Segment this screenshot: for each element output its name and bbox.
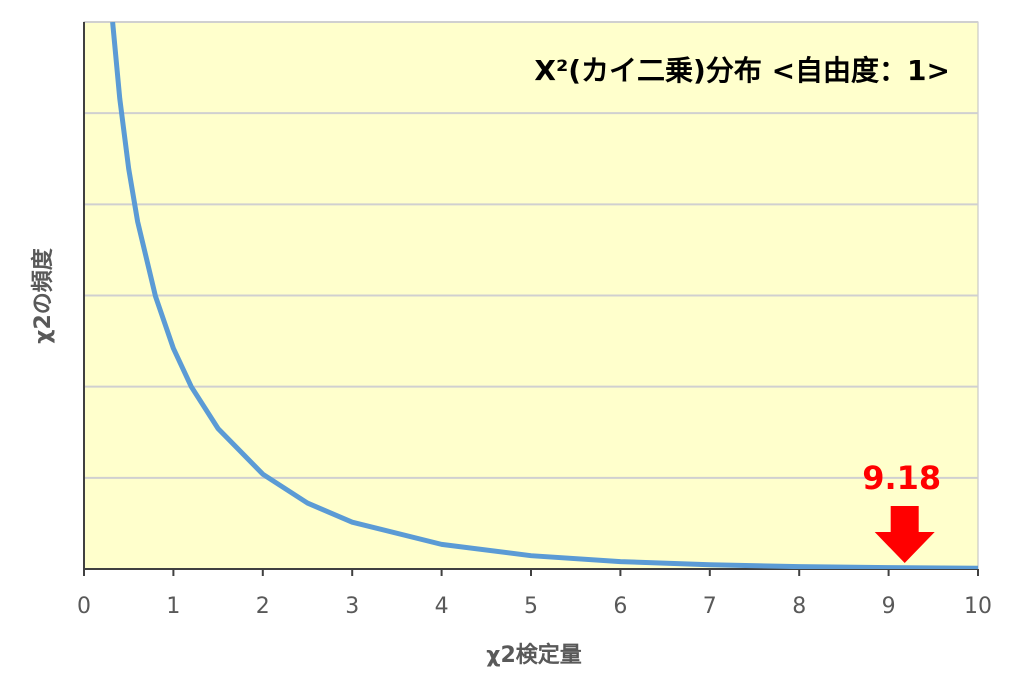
- x-tick-label: 7: [703, 594, 717, 619]
- annotation-label: 9.18: [862, 459, 941, 497]
- line-series: [110, 22, 978, 569]
- x-tick-label: 2: [256, 594, 270, 619]
- chart-title: X²(カイ二乗)分布 <自由度：1>: [534, 54, 950, 87]
- x-tick-label: 4: [435, 594, 449, 619]
- annotation-arrow: [874, 506, 935, 563]
- x-tick-label: 1: [166, 594, 180, 619]
- x-tick-label: 8: [792, 594, 806, 619]
- x-axis-label: χ2検定量: [486, 642, 582, 668]
- x-tick-label: 10: [964, 594, 992, 619]
- x-tick-label: 5: [524, 594, 538, 619]
- x-tick-label: 3: [345, 594, 359, 619]
- x-tick-label: 0: [77, 594, 91, 619]
- x-tick-label: 6: [613, 594, 627, 619]
- y-axis-label: χ2の頻度: [30, 247, 56, 343]
- x-tick-label: 9: [882, 594, 896, 619]
